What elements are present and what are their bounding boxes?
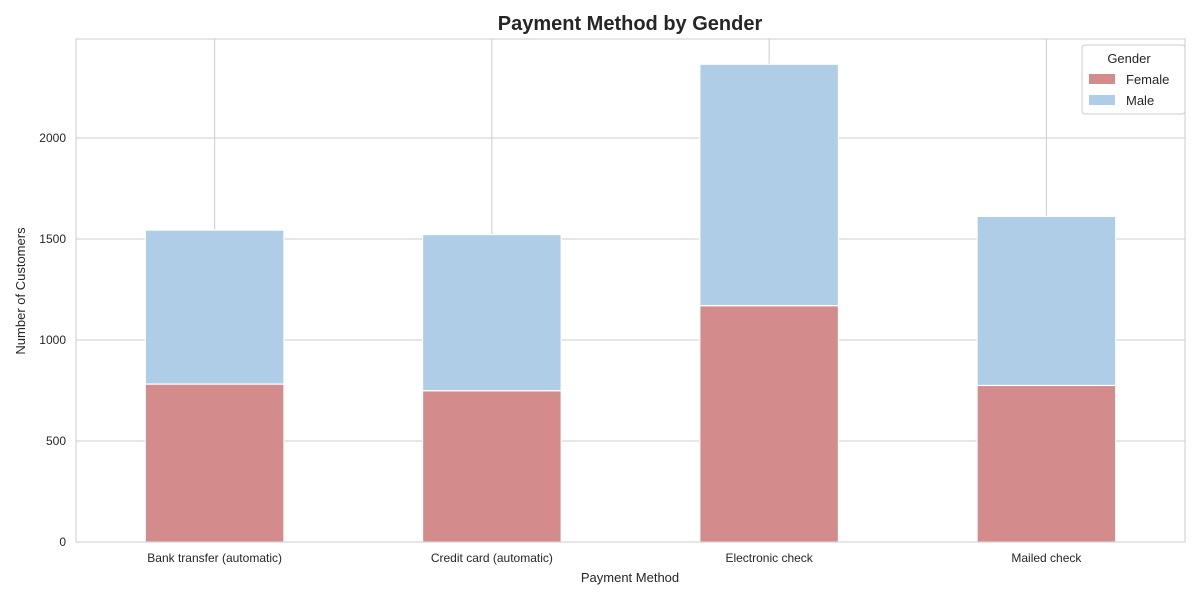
chart-title: Payment Method by Gender xyxy=(498,13,763,35)
plot-frame xyxy=(75,38,1186,543)
bar-male-3 xyxy=(976,215,1117,387)
bar-female-1 xyxy=(421,390,562,543)
x-tick-label: Bank transfer (automatic) xyxy=(147,551,282,565)
legend-title: Gender xyxy=(1107,51,1151,66)
x-tick-label: Credit card (automatic) xyxy=(431,551,553,565)
y-tick-label: 1500 xyxy=(39,232,66,246)
x-tick-label: Electronic check xyxy=(725,551,813,565)
bars-layer xyxy=(144,63,1117,543)
legend: Gender Female Male xyxy=(1081,44,1186,115)
y-axis-label: Number of Customers xyxy=(13,227,28,355)
y-tick-label: 2000 xyxy=(39,131,66,145)
bar-male-1 xyxy=(421,233,562,392)
y-tick-label: 500 xyxy=(46,434,66,448)
y-tick-label: 1000 xyxy=(39,333,66,347)
y-tick-label: 0 xyxy=(59,535,66,549)
bar-female-3 xyxy=(976,384,1117,543)
bar-male-2 xyxy=(699,63,840,307)
x-tick-label: Mailed check xyxy=(1011,551,1082,565)
bar-female-0 xyxy=(144,383,285,543)
x-axis-label: Payment Method xyxy=(581,570,679,585)
legend-swatch-female xyxy=(1089,74,1115,84)
legend-label-male: Male xyxy=(1126,93,1154,108)
bar-male-0 xyxy=(144,229,285,385)
legend-swatch-male xyxy=(1089,95,1115,105)
ticks-layer: 0 500 1000 1500 2000 Bank transfer (automatic… xyxy=(39,131,1082,565)
bar-female-2 xyxy=(699,305,840,543)
legend-label-female: Female xyxy=(1126,72,1169,87)
